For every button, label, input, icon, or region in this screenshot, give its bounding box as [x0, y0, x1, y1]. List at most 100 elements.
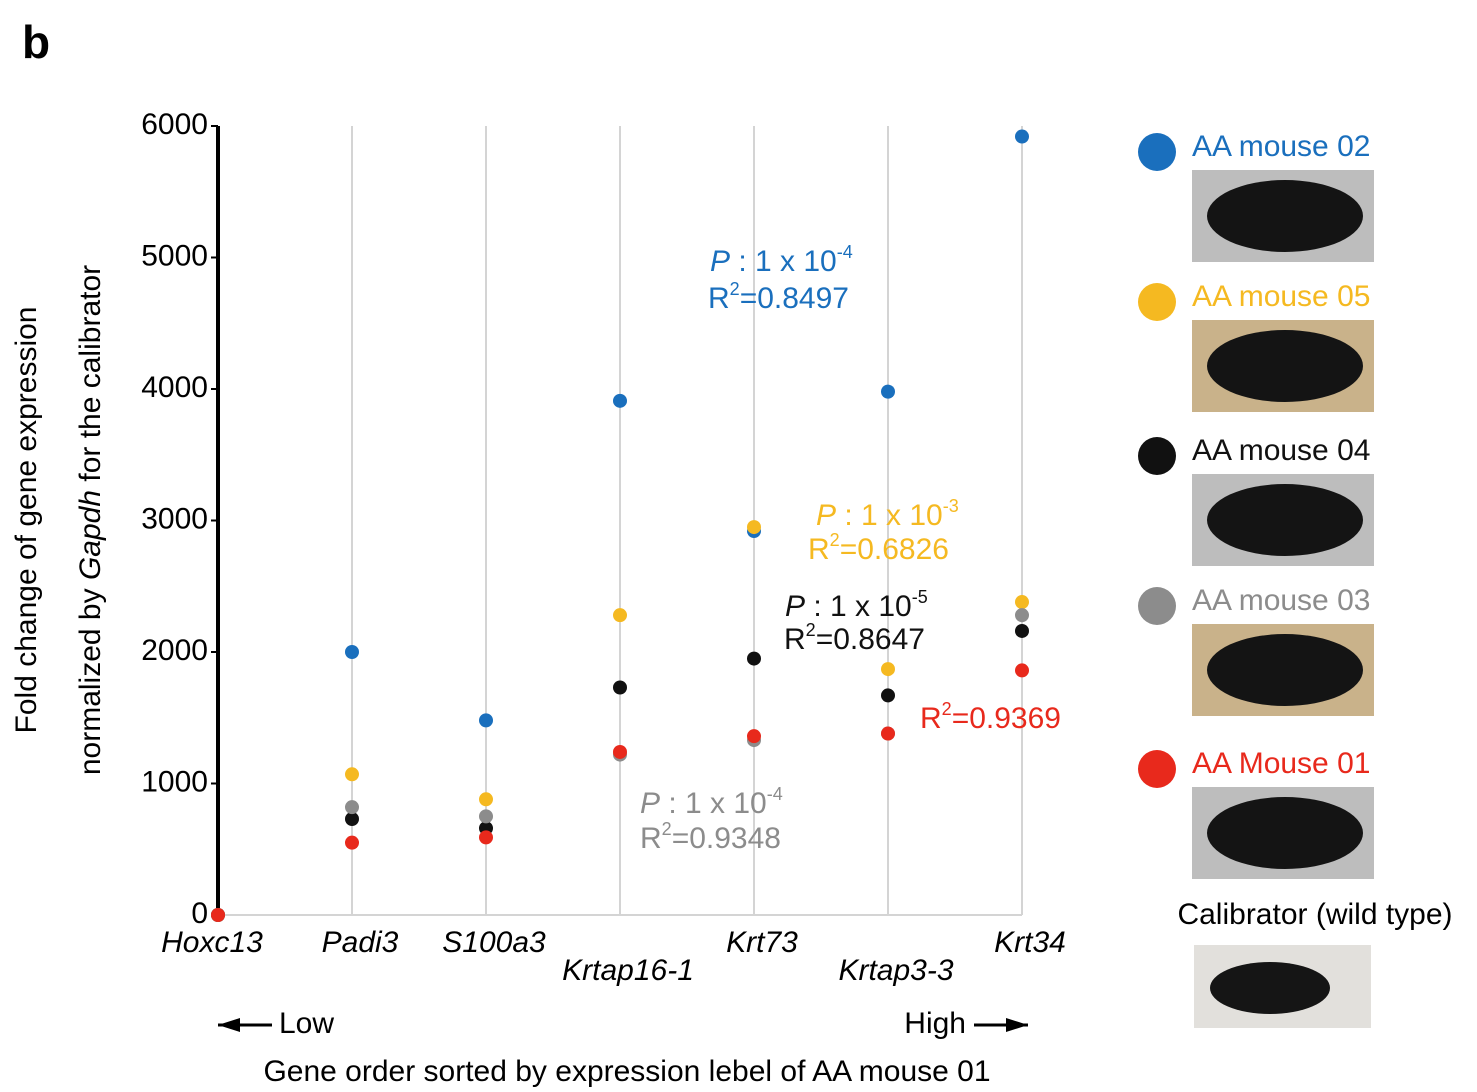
legend-label: AA mouse 02: [1192, 130, 1370, 163]
dot: [881, 726, 895, 741]
legend-label: AA mouse 03: [1192, 584, 1370, 617]
p-text: : 1 x 10: [805, 590, 912, 623]
calibrator-label: Calibrator (wild type): [1177, 898, 1452, 931]
y-axis-label: normalized by Gapdh for the calibrator: [74, 265, 107, 775]
r-text: =0.9348: [672, 822, 781, 855]
dot: [211, 908, 225, 922]
dot: [1015, 663, 1029, 678]
dot: [479, 830, 493, 845]
arrow-head: [1006, 1018, 1028, 1032]
x-tick-label: Krt34: [994, 926, 1066, 959]
r-text: =0.6826: [840, 533, 949, 566]
y-tick-label: 3000: [141, 502, 208, 535]
mouse-photo: [1207, 797, 1363, 869]
x-tick-label: Hoxc13: [161, 926, 263, 959]
dot: [881, 688, 895, 703]
p-exponent: -4: [767, 784, 783, 804]
legend-label: AA Mouse 01: [1192, 747, 1370, 780]
y-tick-label: 6000: [141, 108, 208, 141]
dot: [345, 812, 359, 827]
y-label-italic: Gapdh: [74, 490, 107, 580]
r-symbol: R: [640, 822, 662, 855]
x-tick-label: S100a3: [442, 926, 546, 959]
legend-swatch: [1138, 283, 1176, 321]
r-exponent: 2: [830, 530, 840, 550]
mouse-photo: [1207, 484, 1363, 556]
dot: [881, 662, 895, 677]
r-exponent: 2: [662, 819, 672, 839]
annotation-r2: R2=0.8497: [708, 279, 849, 315]
mouse-photo: [1210, 962, 1330, 1014]
dot: [345, 800, 359, 815]
mouse-photo: [1207, 634, 1363, 706]
dot: [747, 520, 761, 535]
y-tick-label: 2000: [141, 634, 208, 667]
y-tick-label: 0: [191, 897, 208, 930]
x-high-label: High: [904, 1007, 966, 1040]
x-tick-label: Krtap3-3: [838, 954, 953, 987]
r-exponent: 2: [806, 620, 816, 640]
legend-swatch: [1138, 587, 1176, 625]
y-label-text: normalized by: [74, 580, 107, 775]
y-tick-label: 1000: [141, 765, 208, 798]
dot: [613, 608, 627, 623]
dot: [1015, 595, 1029, 610]
dot: [747, 729, 761, 744]
legend-label: AA mouse 05: [1192, 280, 1370, 313]
x-low-label: Low: [279, 1007, 334, 1040]
annotation-r2: R2=0.8647: [784, 620, 925, 656]
annotation-r2: R2=0.9348: [640, 819, 781, 855]
dot: [345, 767, 359, 782]
arrow-head: [218, 1018, 240, 1032]
x-tick-label: Krtap16-1: [562, 954, 694, 987]
dot: [613, 680, 627, 695]
p-exponent: -4: [837, 242, 853, 262]
annotation-p: P : 1 x 10-3: [816, 496, 959, 532]
legend-swatch: [1138, 750, 1176, 788]
annotation-p: P : 1 x 10-5: [785, 587, 928, 623]
x-tick-label: Krt73: [726, 926, 798, 959]
dot: [1015, 608, 1029, 623]
r-exponent: 2: [730, 279, 740, 299]
annotation-p: P : 1 x 10-4: [710, 242, 853, 278]
p-text: : 1 x 10: [660, 787, 767, 820]
r-text: =0.8647: [816, 623, 925, 656]
legend-label: AA mouse 04: [1192, 434, 1370, 467]
r-symbol: R: [920, 702, 942, 735]
dot: [1015, 129, 1029, 144]
y-tick-label: 5000: [141, 239, 208, 272]
p-symbol: P: [640, 787, 660, 820]
dot: [479, 809, 493, 824]
dot: [345, 835, 359, 850]
r-text: =0.8497: [740, 282, 849, 315]
annotation-r2: R2=0.6826: [808, 530, 949, 566]
r-exponent: 2: [942, 699, 952, 719]
y-label-text: for the calibrator: [74, 265, 107, 490]
dot: [613, 744, 627, 759]
dot: [345, 645, 359, 659]
annotation-r2: R2=0.9369: [920, 699, 1061, 735]
x-tick-label: Padi3: [322, 926, 399, 959]
mouse-photo: [1207, 180, 1363, 252]
p-symbol: P: [785, 590, 805, 623]
dot: [613, 393, 627, 408]
mouse-photo: [1207, 330, 1363, 402]
annotation-p: P : 1 x 10-4: [640, 784, 783, 820]
legend-swatch: [1138, 437, 1176, 475]
dot: [1015, 623, 1029, 638]
dot: [479, 713, 493, 728]
p-text: : 1 x 10: [836, 499, 943, 532]
y-axis-label: Fold change of gene expression: [10, 307, 43, 734]
dot: [747, 651, 761, 666]
legend-swatch: [1138, 133, 1176, 171]
p-exponent: -3: [943, 496, 959, 516]
dot: [881, 384, 895, 399]
r-symbol: R: [784, 623, 806, 656]
r-symbol: R: [708, 282, 730, 315]
p-symbol: P: [816, 499, 836, 532]
dot: [479, 792, 493, 807]
p-text: : 1 x 10: [730, 245, 837, 278]
r-symbol: R: [808, 533, 830, 566]
p-exponent: -5: [912, 587, 928, 607]
